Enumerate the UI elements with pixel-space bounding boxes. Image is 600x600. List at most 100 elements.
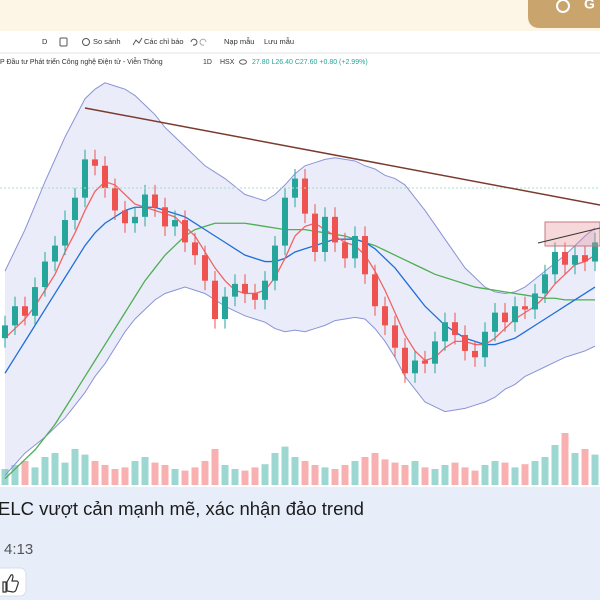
candle-body (482, 331, 488, 358)
volume-bar (311, 465, 319, 485)
volume-bar (431, 469, 439, 485)
volume-bar (151, 462, 159, 485)
candle-body (312, 213, 318, 252)
volume-bar (111, 469, 119, 485)
legend-eye[interactable] (239, 59, 247, 65)
candle-body (32, 287, 38, 316)
candle-body (572, 255, 578, 265)
candle-body (302, 178, 308, 214)
candle-body (552, 251, 558, 275)
candle-body (82, 159, 88, 198)
legend-value: +0.80 (+2.99%) (319, 59, 367, 66)
volume-bar (481, 465, 489, 485)
candle-body (222, 296, 228, 319)
candle-body (432, 341, 438, 364)
volume-bar (451, 462, 459, 485)
candle-body (412, 360, 418, 374)
candle-body (352, 236, 358, 259)
volume-bar (491, 461, 499, 485)
band-upper (4, 82, 596, 294)
volume-bar (11, 465, 19, 485)
candle-body (12, 306, 18, 326)
legend-interval: 1D (203, 59, 212, 66)
candle-body (272, 245, 278, 281)
candle-body (62, 220, 68, 246)
candle-body (252, 293, 258, 300)
volume-bar (171, 469, 179, 485)
candle-body (422, 360, 428, 364)
button-text: G (584, 0, 595, 12)
ma-line (4, 222, 595, 480)
candle-body (132, 216, 138, 224)
candle-body (492, 312, 498, 332)
candle-body (592, 242, 598, 262)
top-button[interactable] (528, 0, 600, 28)
candle-body (112, 188, 118, 211)
toolbar-save-template[interactable]: Lưu mẫu (264, 37, 294, 46)
volume-bar (421, 467, 429, 485)
like-icon (2, 574, 19, 593)
volume-bar (391, 462, 399, 485)
volume-bar (461, 467, 469, 485)
candle-body (392, 325, 398, 348)
volume-bar (521, 464, 529, 485)
candle-body (522, 306, 528, 310)
toolbar-interval[interactable]: D (42, 37, 48, 46)
volume-bar (501, 462, 509, 485)
top-strip (0, 0, 600, 31)
legend-symbol: P Đầu tư Phát triển Công nghệ Điện tử - … (0, 57, 163, 66)
toolbar-icon[interactable] (59, 37, 68, 47)
ma-line (4, 206, 596, 374)
volume-bar (21, 461, 29, 485)
candle-body (502, 312, 508, 323)
legend-value: C27.60 (295, 59, 318, 66)
candle-body (22, 306, 28, 316)
candle-body (452, 322, 458, 335)
toolbar-compare[interactable]: So sánh (93, 37, 121, 46)
volume-bar (211, 449, 219, 485)
candle-body (342, 242, 348, 259)
candle-body (182, 220, 188, 243)
toolbar-undo[interactable] (190, 38, 198, 46)
zone (544, 221, 600, 247)
candle-body (52, 245, 58, 262)
candle-body (512, 306, 518, 323)
candle-body (242, 283, 248, 294)
volume-bar (81, 454, 89, 485)
volume-bar (1, 469, 9, 485)
volume-bar (381, 459, 389, 485)
button-icon (556, 0, 570, 13)
volume-bar (551, 445, 559, 485)
volume-bar (301, 461, 309, 485)
volume-bar (281, 446, 289, 485)
candle-body (472, 350, 478, 358)
legend-value: L26.40 (271, 59, 293, 66)
toolbar-redo[interactable] (199, 38, 207, 46)
candle-body (92, 159, 98, 166)
candle-body (192, 242, 198, 256)
volume-bar (101, 465, 109, 485)
candle-body (542, 274, 548, 294)
toolbar-load-template[interactable]: Nạp mẫu (224, 37, 254, 46)
volume-bar (371, 453, 379, 485)
candle-body (152, 194, 158, 208)
volume-bar (331, 469, 339, 485)
volume-bar (241, 470, 249, 485)
volume-bar (511, 467, 519, 485)
volume-bar (51, 453, 59, 485)
toolbar-indicators[interactable]: Các chỉ báo (144, 37, 184, 46)
post-area (0, 487, 600, 600)
volume-bar (231, 469, 239, 485)
volume-bar (221, 465, 229, 485)
candle-body (102, 165, 108, 189)
candle-body (232, 283, 238, 297)
candle-body (322, 216, 328, 252)
volume-bar (31, 467, 39, 485)
legend-values: 27.80 L26.40 C27.60 +0.80 (+2.99%) (252, 59, 368, 66)
candle-body (532, 293, 538, 310)
toolbar-icon[interactable] (82, 38, 90, 46)
candle-body (262, 280, 268, 300)
